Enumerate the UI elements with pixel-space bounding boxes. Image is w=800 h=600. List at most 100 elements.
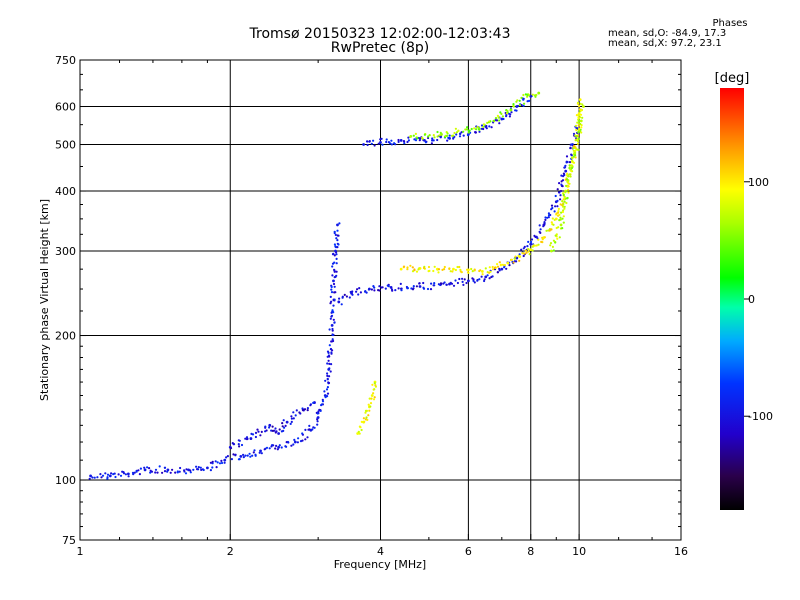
data-point bbox=[379, 141, 382, 144]
data-point bbox=[332, 304, 335, 307]
data-point bbox=[414, 139, 418, 142]
data-point bbox=[126, 472, 130, 476]
data-point bbox=[232, 443, 235, 446]
data-point bbox=[484, 275, 488, 279]
data-point bbox=[462, 130, 465, 133]
y-tick-label: 200 bbox=[55, 330, 76, 343]
data-point bbox=[564, 169, 568, 173]
data-point bbox=[367, 403, 370, 406]
data-point bbox=[439, 131, 442, 134]
data-point bbox=[559, 198, 562, 201]
data-point bbox=[135, 469, 138, 472]
data-point bbox=[146, 466, 149, 469]
data-point bbox=[143, 466, 146, 469]
data-point bbox=[324, 379, 327, 382]
data-point bbox=[250, 432, 253, 435]
data-point bbox=[480, 270, 484, 273]
data-point bbox=[445, 134, 449, 137]
data-point bbox=[296, 441, 299, 444]
data-point bbox=[540, 240, 543, 243]
data-point bbox=[323, 390, 326, 393]
data-point bbox=[143, 468, 147, 472]
data-point bbox=[478, 278, 481, 281]
data-point bbox=[574, 149, 577, 153]
data-point bbox=[563, 205, 566, 208]
data-point bbox=[397, 140, 400, 143]
data-point bbox=[445, 283, 448, 286]
data-point bbox=[293, 438, 296, 441]
data-point bbox=[568, 166, 571, 170]
data-point bbox=[303, 408, 307, 411]
data-point bbox=[292, 443, 295, 446]
data-point bbox=[466, 271, 470, 274]
data-point bbox=[473, 127, 476, 130]
data-point bbox=[249, 455, 252, 458]
data-point bbox=[302, 408, 305, 411]
data-point bbox=[331, 333, 334, 337]
data-point bbox=[301, 439, 304, 442]
data-point bbox=[448, 267, 451, 270]
data-point bbox=[567, 188, 570, 191]
data-point bbox=[488, 266, 491, 269]
data-point bbox=[523, 102, 526, 105]
data-point bbox=[366, 140, 369, 143]
data-point bbox=[496, 265, 500, 268]
data-point bbox=[276, 448, 279, 451]
data-point bbox=[110, 472, 113, 475]
data-point bbox=[457, 129, 460, 132]
data-point bbox=[331, 274, 334, 277]
x-tick-label: 8 bbox=[527, 545, 534, 558]
data-point bbox=[463, 278, 466, 281]
data-point bbox=[561, 185, 564, 188]
data-point bbox=[418, 282, 421, 285]
data-point bbox=[456, 281, 459, 285]
data-point bbox=[106, 477, 109, 480]
data-point bbox=[454, 268, 457, 272]
data-point bbox=[423, 133, 426, 136]
data-point bbox=[559, 216, 562, 219]
data-point bbox=[498, 269, 501, 272]
data-point bbox=[520, 103, 523, 107]
data-point bbox=[394, 289, 397, 292]
data-point bbox=[561, 200, 564, 203]
data-point bbox=[571, 156, 574, 159]
data-point bbox=[555, 212, 558, 215]
data-point bbox=[578, 98, 582, 102]
data-point bbox=[428, 134, 431, 137]
data-point bbox=[527, 250, 530, 253]
data-point bbox=[338, 222, 341, 225]
data-point bbox=[567, 175, 570, 178]
data-point bbox=[336, 229, 339, 232]
data-point bbox=[523, 252, 526, 255]
data-point bbox=[476, 125, 479, 129]
data-point bbox=[439, 282, 443, 285]
data-point bbox=[530, 240, 533, 244]
data-point bbox=[531, 249, 534, 252]
data-point bbox=[558, 182, 561, 185]
data-point bbox=[430, 282, 433, 285]
data-point bbox=[570, 166, 574, 170]
data-point bbox=[93, 476, 96, 479]
data-point bbox=[430, 142, 433, 145]
colorbar-tick-label: 0 bbox=[748, 293, 755, 306]
data-point bbox=[326, 374, 329, 377]
data-point bbox=[512, 103, 515, 106]
data-point bbox=[268, 426, 271, 429]
y-tick-label: 750 bbox=[55, 54, 76, 67]
data-point bbox=[553, 210, 556, 213]
data-point bbox=[216, 461, 219, 464]
data-point bbox=[479, 269, 482, 272]
data-point bbox=[283, 426, 286, 429]
data-point bbox=[254, 453, 257, 456]
data-point bbox=[418, 267, 421, 270]
data-point bbox=[242, 453, 245, 456]
data-point bbox=[470, 127, 473, 131]
data-point bbox=[415, 285, 418, 288]
data-point bbox=[278, 444, 281, 447]
data-point bbox=[209, 469, 212, 472]
data-point bbox=[485, 124, 488, 128]
data-point bbox=[578, 130, 582, 133]
data-point bbox=[256, 428, 259, 431]
x-tick-label: 16 bbox=[674, 545, 688, 558]
data-point bbox=[550, 228, 553, 231]
